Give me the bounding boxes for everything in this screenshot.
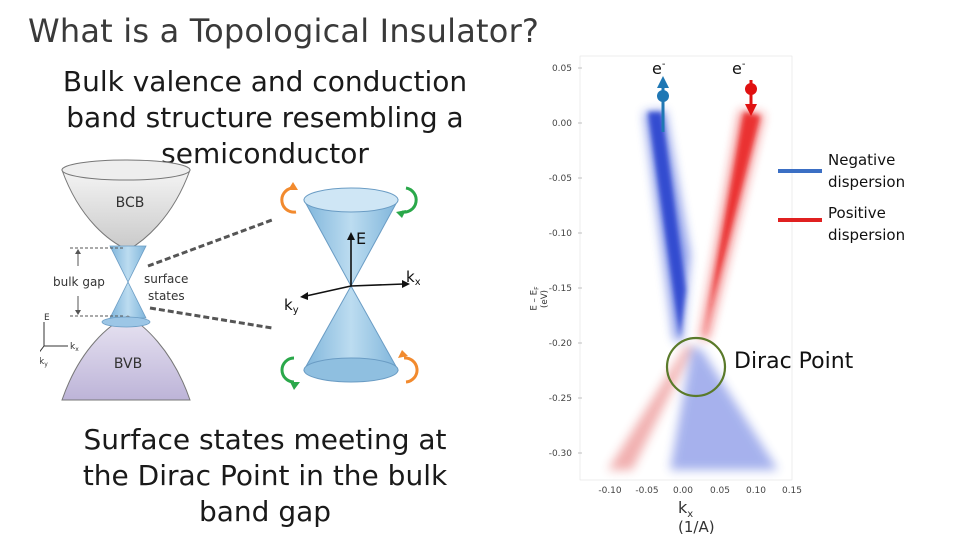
y-tick: -0.20	[549, 339, 573, 349]
svg-text:E – EF: E – EF	[529, 286, 540, 311]
bulk-description: Bulk valence and conduction band structu…	[62, 65, 468, 170]
arpes-spectrum: 0.05 0.00 -0.05 -0.10 -0.15 -0.20 -0.25 …	[549, 55, 822, 496]
small-axis-kx: kx	[70, 342, 79, 353]
y-axis-label: E – EF (eV)	[529, 286, 550, 311]
band-diagram: BCB BVB bulk gap surface states E kx ky	[40, 159, 420, 401]
bcb-label: BCB	[116, 195, 145, 211]
x-tick: 0.00	[673, 486, 693, 496]
y-tick: 0.00	[552, 119, 572, 129]
small-axis-ky: ky	[40, 357, 48, 368]
dirac-point-circle	[665, 336, 727, 398]
y-tick: 0.05	[552, 64, 572, 74]
bvb-label: BVB	[114, 356, 142, 372]
x-tick: -0.05	[635, 486, 658, 496]
y-tick: -0.15	[549, 284, 572, 294]
y-axis-ticks: 0.05 0.00 -0.05 -0.10 -0.15 -0.20 -0.25 …	[549, 64, 573, 459]
electron-label: e-	[652, 59, 666, 78]
spin-arrowhead-1	[288, 182, 298, 190]
legend-negative: Negative dispersion	[828, 149, 905, 193]
legend-negative-line2: dispersion	[828, 173, 906, 191]
y-tick: -0.30	[549, 449, 573, 459]
spin-arrowhead-2	[396, 210, 406, 218]
cone-axis-e: E	[356, 229, 366, 248]
legend-negative-line1: Negative	[828, 151, 896, 169]
bulk-valence-band: BVB	[61, 315, 191, 401]
cone-axis-ky: ky	[284, 296, 299, 316]
x-axis-unit: (1/A)	[678, 518, 715, 536]
surface-states-label-1: surface	[144, 272, 188, 286]
y-tick-marks	[578, 67, 582, 454]
y-tick: -0.25	[549, 394, 572, 404]
cone-axis-kx: kx	[406, 268, 420, 288]
x-tick: 0.05	[710, 486, 730, 496]
cone-ky-arrowhead	[300, 292, 308, 300]
spin-arrowhead-4	[398, 350, 408, 358]
x-tick: 0.15	[782, 486, 802, 496]
legend-positive-line1: Positive	[828, 204, 886, 222]
y-tick: -0.05	[549, 174, 572, 184]
bulk-gap-label: bulk gap	[53, 275, 105, 289]
small-axes	[40, 322, 68, 353]
dirac-point-label: Dirac Point	[734, 349, 854, 374]
lower-dirac-cone	[608, 346, 778, 470]
surface-description: Surface states meeting at the Dirac Poin…	[82, 423, 448, 528]
electron-spin-down: e-	[652, 59, 669, 132]
x-tick: -0.10	[598, 486, 622, 496]
legend-positive-line2: dispersion	[828, 226, 906, 244]
surface-states-label-2: states	[148, 289, 185, 303]
x-axis-ticks: -0.10 -0.05 0.00 0.05 0.10 0.15	[598, 486, 802, 496]
bulk-conduction-band: BCB	[61, 159, 191, 251]
spin-arrowhead-3	[290, 382, 300, 390]
surface-dirac-cone	[109, 245, 147, 319]
x-tick: 0.10	[746, 486, 766, 496]
page-title: What is a Topological Insulator?	[28, 12, 540, 50]
small-axis-e: E	[44, 313, 50, 323]
svg-text:(eV): (eV)	[540, 290, 550, 308]
x-axis-label: kx	[678, 498, 694, 521]
legend-positive: Positive dispersion	[828, 202, 905, 246]
positive-dispersion-band	[700, 110, 764, 340]
spin-arrows	[280, 186, 419, 384]
bulk-gap-marker	[70, 247, 124, 317]
electron-spin-up: e-	[732, 59, 757, 116]
connector-lines	[147, 218, 273, 330]
y-tick: -0.10	[549, 229, 573, 239]
negative-dispersion-band	[644, 110, 690, 342]
cone-e-arrowhead	[347, 232, 355, 240]
cone-axes	[305, 238, 405, 297]
cone-kx-arrowhead	[402, 280, 410, 288]
electron-label: e-	[732, 59, 746, 78]
